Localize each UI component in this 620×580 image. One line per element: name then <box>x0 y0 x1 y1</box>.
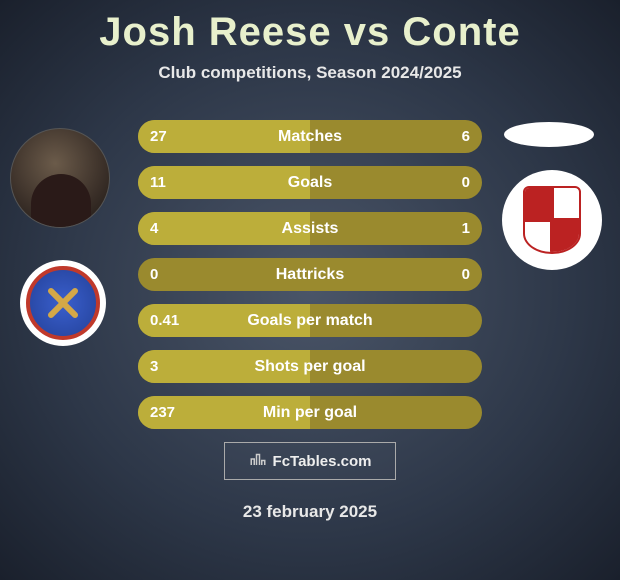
date-text: 23 february 2025 <box>0 502 620 522</box>
stat-row: 3 Shots per goal <box>138 350 482 383</box>
stat-label: Hattricks <box>276 266 344 284</box>
stat-left-value: 0 <box>138 258 170 291</box>
stat-row: 237 Min per goal <box>138 396 482 429</box>
brand-text: FcTables.com <box>273 453 372 470</box>
stat-label: Shots per goal <box>254 358 365 376</box>
stat-right-value: 0 <box>450 258 482 291</box>
stat-right-value <box>458 396 482 429</box>
stat-left-value: 4 <box>138 212 170 245</box>
stat-label: Min per goal <box>263 404 357 422</box>
chart-icon <box>249 450 267 472</box>
vs-text: vs <box>344 10 391 54</box>
stat-label: Assists <box>282 220 339 238</box>
stat-row: 0.41 Goals per match <box>138 304 482 337</box>
stat-left-value: 11 <box>138 166 178 199</box>
stat-left-value: 237 <box>138 396 187 429</box>
stat-row: 0 Hattricks 0 <box>138 258 482 291</box>
player2-name: Conte <box>402 10 520 54</box>
stat-right-value <box>458 350 482 383</box>
stat-right-value: 1 <box>450 212 482 245</box>
stat-right-value <box>458 304 482 337</box>
stat-left-value: 0.41 <box>138 304 191 337</box>
stat-right-value: 0 <box>450 166 482 199</box>
brand-box[interactable]: FcTables.com <box>224 442 396 480</box>
stat-row: 27 Matches 6 <box>138 120 482 153</box>
page-title: Josh Reese vs Conte <box>0 0 620 55</box>
stat-row: 11 Goals 0 <box>138 166 482 199</box>
stat-row: 4 Assists 1 <box>138 212 482 245</box>
stats-list: 27 Matches 6 11 Goals 0 4 Assists 1 0 Hattricks 0 0.… <box>0 120 620 442</box>
player1-name: Josh Reese <box>99 10 331 54</box>
subtitle: Club competitions, Season 2024/2025 <box>0 63 620 83</box>
stat-label: Goals per match <box>247 312 372 330</box>
stat-right-value: 6 <box>450 120 482 153</box>
stat-left-value: 3 <box>138 350 170 383</box>
stat-label: Matches <box>278 128 342 146</box>
stat-label: Goals <box>288 174 332 192</box>
stat-left-value: 27 <box>138 120 179 153</box>
